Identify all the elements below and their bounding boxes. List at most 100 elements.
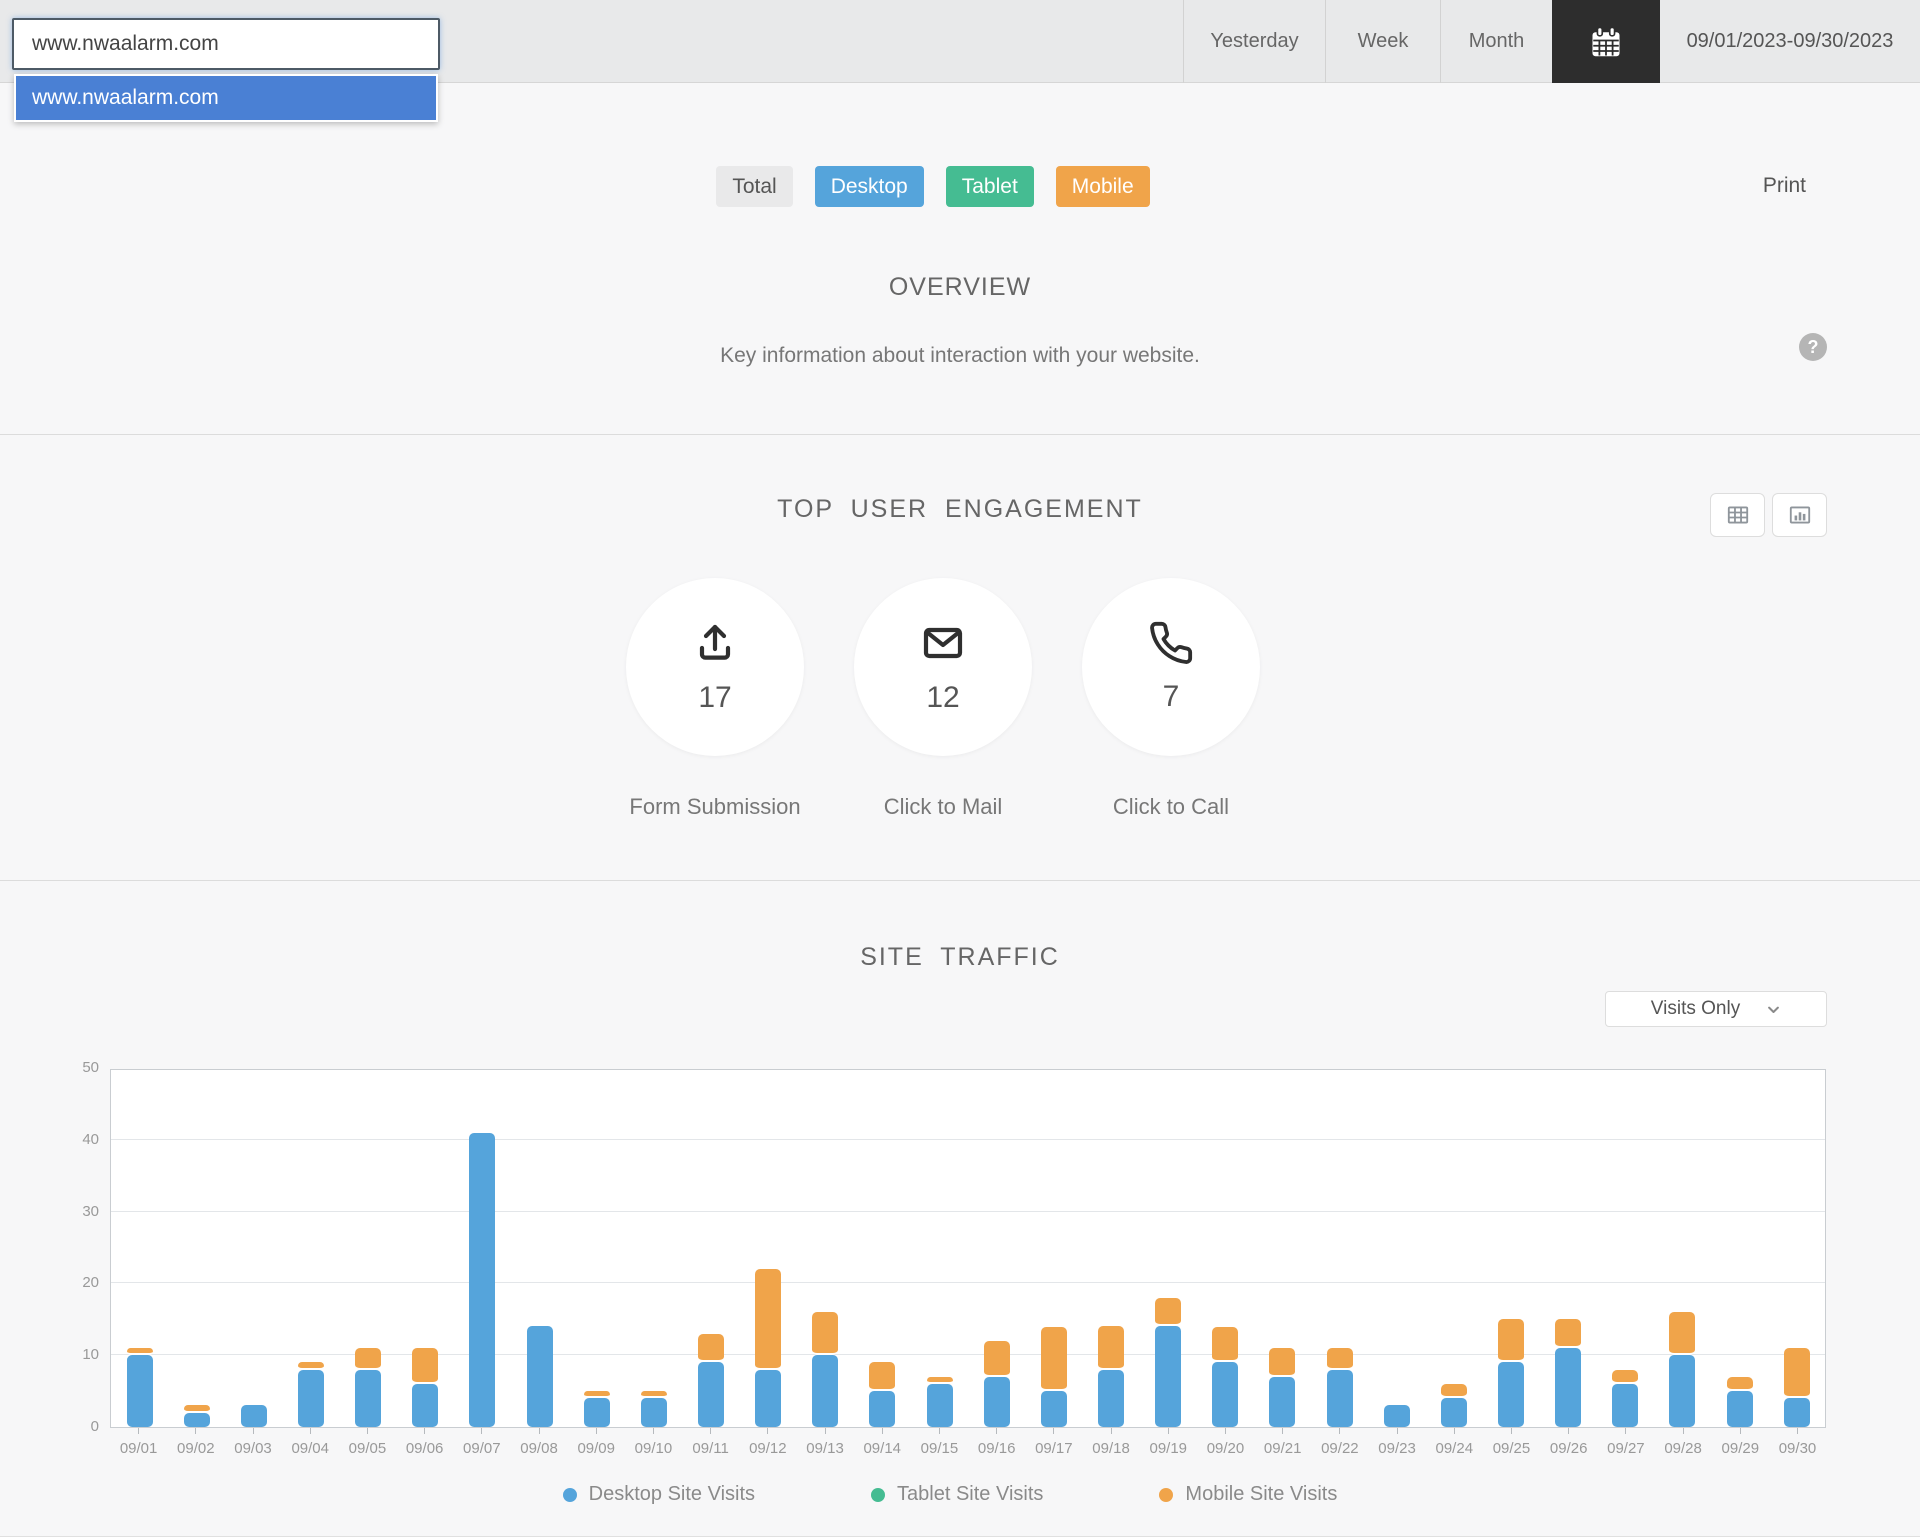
visits-only-value: Visits Only <box>1650 998 1741 1019</box>
click-to-call-metric: 7 <box>1082 578 1260 756</box>
mobile-site-visits-segment <box>1326 1348 1353 1370</box>
mobile-site-visits-segment <box>1040 1326 1067 1392</box>
x-tick <box>424 1428 426 1434</box>
device-filter-row: Total Desktop Tablet Mobile Print <box>0 166 1920 207</box>
mobile-site-visits-segment <box>1726 1376 1753 1392</box>
filter-desktop-button[interactable]: Desktop <box>814 166 924 207</box>
desktop-site-visits-segment <box>1497 1362 1524 1427</box>
date-range-display[interactable]: 09/01/2023-09/30/2023 <box>1686 30 1894 52</box>
site-traffic-section: SITE TRAFFIC Visits Only 0 10 20 30 40 50 09/… <box>0 881 1920 1537</box>
top-bar: www.nwaalarm.com Yesterday Week Month <box>0 0 1920 122</box>
x-tick <box>652 1428 654 1434</box>
mobile-site-visits-segment <box>1783 1348 1810 1399</box>
bar-09/22 <box>1311 1070 1368 1427</box>
mobile-site-visits-segment <box>640 1391 667 1399</box>
x-tick <box>996 1428 998 1434</box>
x-tick <box>881 1428 883 1434</box>
help-icon[interactable]: ? <box>1799 333 1827 361</box>
desktop-legend-dot-icon <box>562 1487 577 1502</box>
engagement-section: TOP USER ENGAGEMENT <box>0 435 1920 880</box>
chart-view-button[interactable] <box>1772 493 1827 537</box>
overview-section: OVERVIEW ? Key information about interac… <box>0 273 1920 368</box>
legend-tablet[interactable]: Tablet Site Visits <box>871 1483 1043 1506</box>
traffic-bars <box>111 1070 1825 1427</box>
x-tick <box>710 1428 712 1434</box>
form-submission-metric: 17 <box>626 578 804 756</box>
desktop-site-visits-segment <box>697 1362 724 1427</box>
bar-09/01 <box>111 1070 168 1427</box>
x-axis-label: 09/12 <box>739 1428 796 1457</box>
upload-icon <box>691 619 739 667</box>
x-axis-label: 09/05 <box>339 1428 396 1457</box>
filter-tablet-button[interactable]: Tablet <box>945 166 1034 207</box>
filter-total-button[interactable]: Total <box>716 166 793 207</box>
date-controls: Yesterday Week Month <box>1183 0 1920 83</box>
month-button[interactable]: Month <box>1440 0 1552 83</box>
x-tick <box>1282 1428 1284 1434</box>
x-tick <box>1625 1428 1627 1434</box>
y-axis-label: 20 <box>82 1274 99 1292</box>
traffic-plot: 0 10 20 30 40 50 <box>82 1059 1826 1435</box>
mobile-site-visits-segment <box>297 1362 324 1370</box>
site-url-input[interactable] <box>12 18 440 70</box>
x-axis-label: 09/10 <box>625 1428 682 1457</box>
desktop-site-visits-segment <box>183 1412 210 1427</box>
x-axis-label: 09/30 <box>1769 1428 1826 1457</box>
engagement-labels: Form Submission Click to Mail Click to C… <box>0 794 1920 880</box>
legend-desktop[interactable]: Desktop Site Visits <box>562 1483 755 1506</box>
legend-mobile[interactable]: Mobile Site Visits <box>1159 1483 1337 1506</box>
x-tick <box>1453 1428 1455 1434</box>
x-axis-label: 09/11 <box>682 1428 739 1457</box>
bar-09/07 <box>454 1070 511 1427</box>
calendar-button[interactable] <box>1552 0 1660 83</box>
x-axis-label: 09/24 <box>1426 1428 1483 1457</box>
desktop-site-visits-segment <box>526 1326 553 1427</box>
x-axis-label: 09/06 <box>396 1428 453 1457</box>
bar-09/06 <box>397 1070 454 1427</box>
mobile-site-visits-segment <box>869 1362 896 1392</box>
bar-09/24 <box>1425 1070 1482 1427</box>
mobile-site-visits-segment <box>755 1269 782 1370</box>
bar-09/18 <box>1082 1070 1139 1427</box>
x-tick <box>1224 1428 1226 1434</box>
x-axis-label: 09/03 <box>224 1428 281 1457</box>
filter-mobile-button[interactable]: Mobile <box>1055 166 1150 207</box>
desktop-site-visits-segment <box>983 1376 1010 1427</box>
x-tick <box>252 1428 254 1434</box>
click-to-mail-value: 12 <box>926 681 960 714</box>
y-axis-label: 10 <box>82 1346 99 1364</box>
bar-09/16 <box>968 1070 1025 1427</box>
x-tick <box>138 1428 140 1434</box>
x-axis-label: 09/19 <box>1140 1428 1197 1457</box>
legend-mobile-label: Mobile Site Visits <box>1185 1483 1338 1505</box>
mobile-site-visits-segment <box>1269 1348 1296 1377</box>
x-tick <box>1053 1428 1055 1434</box>
mobile-site-visits-segment <box>1612 1369 1639 1384</box>
bar-09/27 <box>1597 1070 1654 1427</box>
desktop-site-visits-segment <box>1326 1369 1353 1427</box>
y-axis-label: 50 <box>82 1059 99 1076</box>
engagement-title: TOP USER ENGAGEMENT <box>777 495 1143 523</box>
x-axis-label: 09/04 <box>282 1428 339 1457</box>
week-button[interactable]: Week <box>1325 0 1440 83</box>
yesterday-button[interactable]: Yesterday <box>1183 0 1325 83</box>
gridline <box>111 1210 1825 1212</box>
visits-only-select[interactable]: Visits Only <box>1605 991 1827 1027</box>
section-divider <box>0 880 1920 881</box>
x-axis-label: 09/07 <box>453 1428 510 1457</box>
x-tick <box>824 1428 826 1434</box>
table-view-button[interactable] <box>1710 493 1765 537</box>
view-toggles <box>1710 493 1827 537</box>
bar-09/30 <box>1768 1070 1825 1427</box>
chevron-down-icon <box>1766 1002 1781 1017</box>
mobile-site-visits-segment <box>1440 1383 1467 1399</box>
site-url-dropdown-option[interactable]: www.nwaalarm.com <box>16 76 436 120</box>
mobile-site-visits-segment <box>1555 1319 1582 1349</box>
print-link[interactable]: Print <box>1762 174 1806 197</box>
desktop-site-visits-segment <box>812 1355 839 1427</box>
bar-09/19 <box>1140 1070 1197 1427</box>
mobile-site-visits-segment <box>1097 1326 1124 1370</box>
x-axis-label: 09/14 <box>854 1428 911 1457</box>
x-tick <box>538 1428 540 1434</box>
desktop-site-visits-segment <box>1440 1398 1467 1427</box>
